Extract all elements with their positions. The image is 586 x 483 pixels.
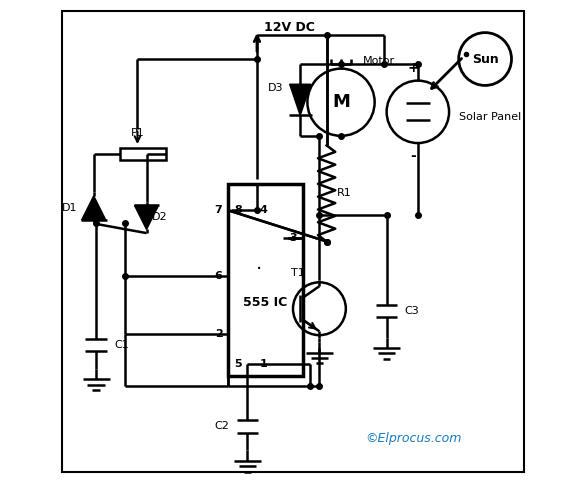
Text: P1: P1 [131,128,144,138]
Text: 3: 3 [289,233,297,242]
Text: C2: C2 [214,421,229,431]
Bar [228,184,302,376]
Text: Motor: Motor [363,56,395,66]
Text: 2: 2 [214,329,223,339]
Text: ©Elprocus.com: ©Elprocus.com [365,432,461,445]
Text: Sun: Sun [472,53,499,66]
Text: D2: D2 [152,213,168,223]
Text: R1: R1 [337,188,352,199]
Polygon shape [81,196,105,220]
Text: 4: 4 [260,205,267,215]
Text: .: . [256,254,263,272]
Polygon shape [289,84,311,115]
Text: C3: C3 [405,306,420,316]
Text: M: M [332,93,350,111]
Text: +: + [407,61,419,75]
Text: -: - [410,149,416,163]
Text: 6: 6 [214,271,223,281]
Text: 1: 1 [260,359,267,369]
Text: D3: D3 [268,83,284,93]
Text: C1: C1 [114,340,129,350]
Bar [120,148,166,160]
Text: 8: 8 [234,205,241,215]
Text: Solar Panel: Solar Panel [459,112,521,122]
Text: 555 IC: 555 IC [243,297,288,310]
Text: D1: D1 [62,203,77,213]
Text: T1: T1 [291,268,305,278]
Text: 5: 5 [234,359,241,369]
Text: 7: 7 [214,205,223,215]
Polygon shape [135,205,159,229]
Text: 12V DC: 12V DC [264,21,315,34]
